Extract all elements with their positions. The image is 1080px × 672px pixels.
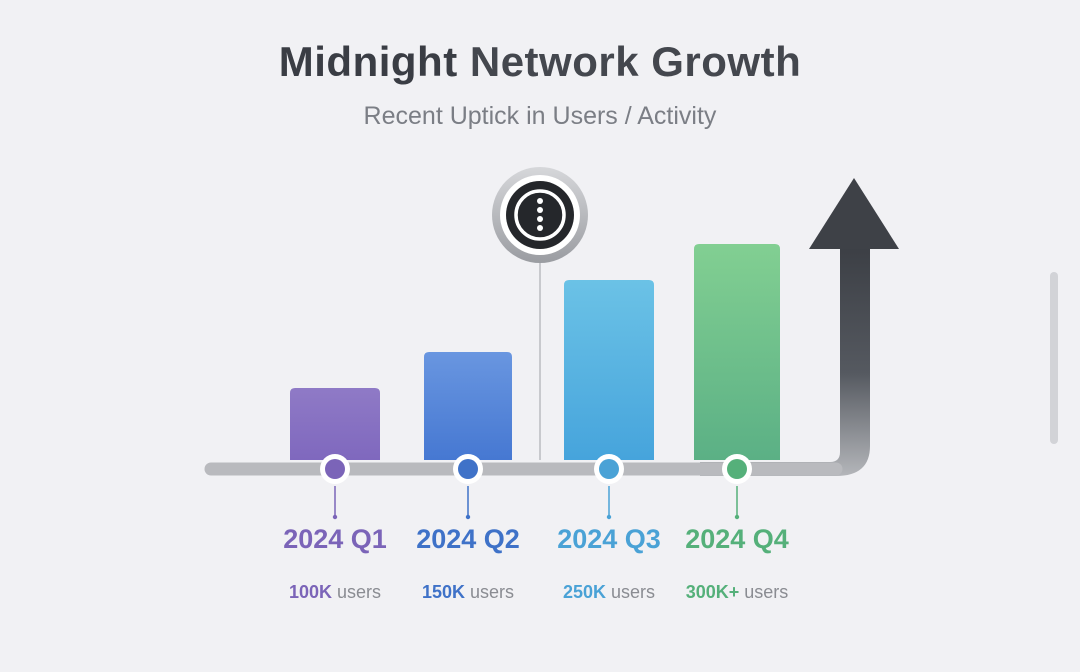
value-number-2: 150K — [422, 582, 465, 602]
value-unit-1: users — [332, 582, 381, 602]
value-unit-3: users — [606, 582, 655, 602]
vertical-scrollbar[interactable] — [1050, 272, 1058, 444]
value-label-2: 150K users — [422, 582, 514, 602]
chart-title-rest: Network Growth — [457, 38, 802, 85]
value-label-3: 250K users — [563, 582, 655, 602]
bar-4 — [694, 244, 780, 460]
axis-node-dot-3 — [599, 459, 619, 479]
chart-title-strong: Midnight — [278, 38, 458, 85]
category-label-4: 2024 Q4 — [685, 524, 789, 554]
axis-node-dot-4 — [727, 459, 747, 479]
connector-dot-2 — [465, 514, 471, 520]
chart-subtitle: Recent Uptick in Users / Activity — [363, 102, 717, 130]
category-label-2: 2024 Q2 — [416, 524, 520, 554]
connector-dot-1 — [332, 514, 338, 520]
value-label-1: 100K users — [289, 582, 381, 602]
growth-arrow-shaft — [700, 247, 870, 476]
growth-arrow-head — [809, 178, 899, 249]
value-number-1: 100K — [289, 582, 332, 602]
category-label-3: 2024 Q3 — [557, 524, 661, 554]
midnight-logo-icon — [506, 181, 574, 249]
axis-node-dot-2 — [458, 459, 478, 479]
bars-layer — [290, 244, 780, 484]
labels-layer: 2024 Q1 100K users 2024 Q2 150K users 2024 Q… — [283, 486, 789, 602]
value-unit-4: users — [739, 582, 788, 602]
category-label-1: 2024 Q1 — [283, 524, 387, 554]
bar-3 — [564, 280, 654, 460]
timeline-marker — [492, 167, 588, 460]
bar-1 — [290, 388, 380, 460]
connector-dot-3 — [606, 514, 612, 520]
axis-node-dot-1 — [325, 459, 345, 479]
chart-title: Midnight Network Growth — [0, 38, 1080, 86]
connector-dot-4 — [734, 514, 740, 520]
value-number-3: 250K — [563, 582, 606, 602]
bar-2 — [424, 352, 512, 460]
value-number-4: 300K+ — [686, 582, 740, 602]
value-unit-2: users — [465, 582, 514, 602]
growth-arrow — [700, 178, 899, 476]
value-label-4: 300K+ users — [686, 582, 789, 602]
